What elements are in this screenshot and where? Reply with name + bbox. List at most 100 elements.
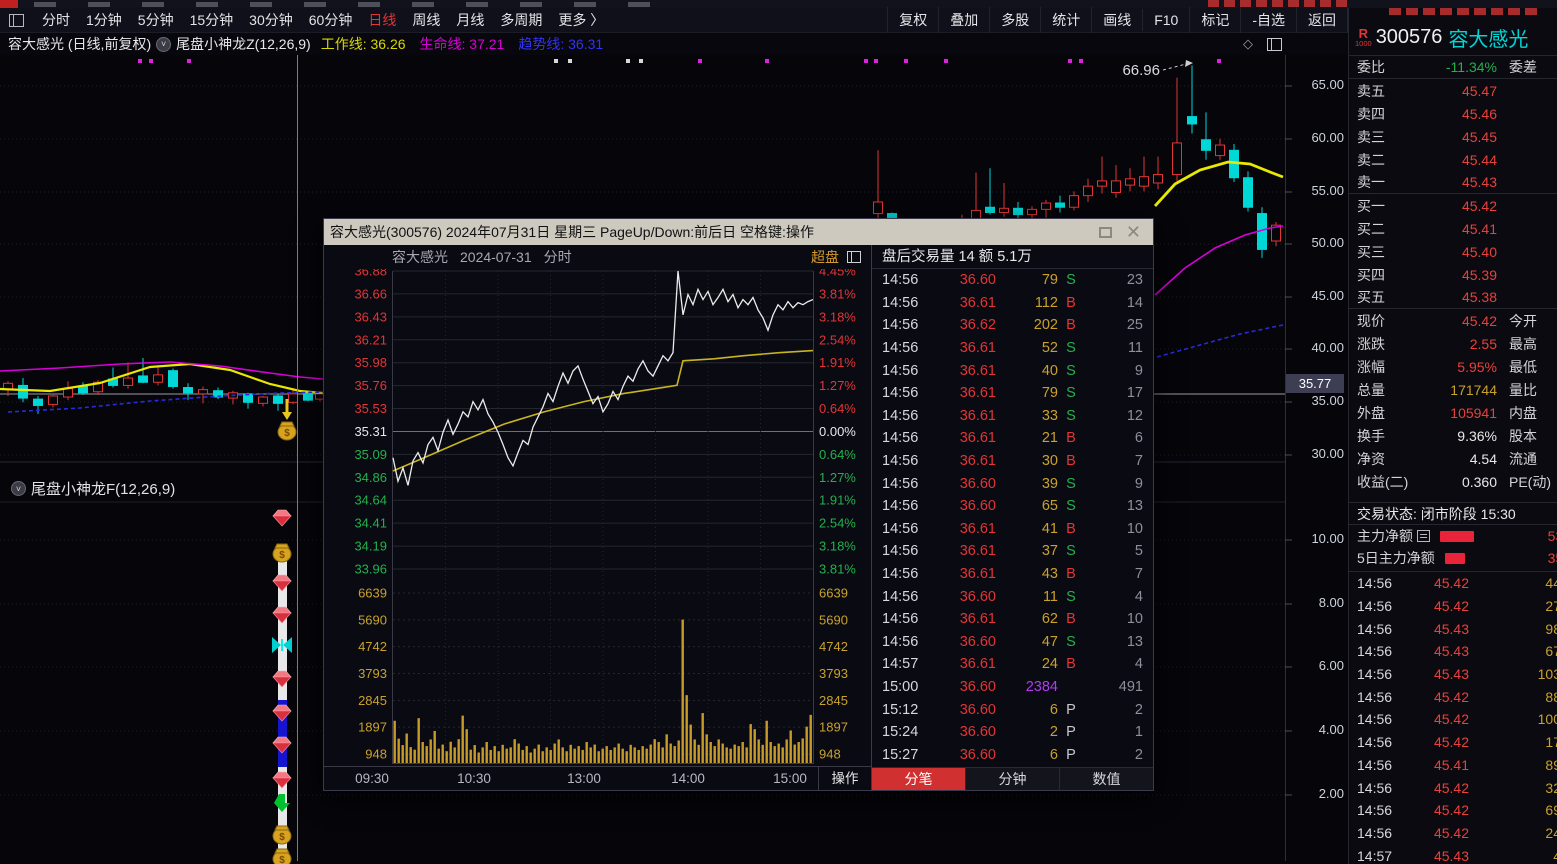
sidebar-tick-row[interactable]: 14:57 45.434 [1349, 844, 1557, 864]
period-tab-15分钟[interactable]: 15分钟 [189, 12, 234, 28]
sidebar-tick-row[interactable]: 14:56 45.43 103 [1349, 663, 1557, 686]
sidebar-tick-row[interactable]: 14:56 45.42 32 [1349, 776, 1557, 799]
tool-button-叠加[interactable]: 叠加 [938, 7, 989, 33]
tick-table-row[interactable]: 14:56 36.60 79 S 23 [872, 269, 1153, 292]
tool-button-画线[interactable]: 画线 [1091, 7, 1142, 33]
tab-分钟[interactable]: 分钟 [965, 768, 1059, 790]
tick-table-row[interactable]: 14:56 36.60 39 S 9 [872, 472, 1153, 495]
tab-分笔[interactable]: 分笔 [872, 768, 965, 790]
layout-icon[interactable] [9, 13, 24, 27]
period-tab-30分钟[interactable]: 30分钟 [249, 12, 293, 28]
period-tab-60分钟[interactable]: 60分钟 [308, 12, 353, 28]
tick-table-row[interactable]: 14:56 36.61 41 B 10 [872, 518, 1153, 541]
list-icon[interactable] [1417, 530, 1430, 542]
sidebar-tick-row[interactable]: 14:56 45.43 67 [1349, 640, 1557, 663]
split-view-icon[interactable] [1267, 37, 1282, 51]
tick-price: 36.60 [959, 701, 996, 718]
split-view-icon[interactable] [847, 251, 861, 263]
tick-table-row[interactable]: 14:56 36.61 112 B 14 [872, 292, 1153, 315]
svg-text:2.54%: 2.54% [819, 332, 856, 347]
tick-table-row[interactable]: 14:56 36.61 33 S 12 [872, 405, 1153, 428]
period-tab-周线[interactable]: 周线 [412, 12, 441, 28]
tool-button--自选[interactable]: -自选 [1240, 7, 1296, 33]
tick-direction-flag: S [1066, 543, 1076, 560]
axis-tick-2.00: 2.00 [1318, 786, 1344, 801]
ask-label: 卖五 [1357, 82, 1385, 99]
diamond-icon[interactable]: ◇ [1243, 36, 1253, 51]
tool-button-统计[interactable]: 统计 [1040, 7, 1091, 33]
intraday-canvas[interactable]: 36.88 36.66 36.43 36.21 35.98 35.76 35.53 35.31… [324, 264, 872, 790]
tick-table-row[interactable]: 14:56 36.60 65 S 13 [872, 495, 1153, 518]
tool-button-F10[interactable]: F10 [1142, 9, 1189, 31]
tick-table-row[interactable]: 15:00 36.60 2384 491 [872, 676, 1153, 699]
tick-time: 14:56 [882, 407, 919, 424]
tick-time: 15:27 [882, 746, 919, 763]
period-toolbar: 分时 1分钟 5分钟 15分钟 30分钟 60分钟 日线 周线 月线 多周期 更多 〉 复权 叠加 多股… [0, 7, 1348, 33]
tick-table-row[interactable]: 14:57 36.61 24 B 4 [872, 653, 1153, 676]
promo-text-clipped [1208, 0, 1348, 7]
tick-time: 14:57 [882, 656, 919, 673]
tick-time: 14:57 [1357, 847, 1393, 864]
period-tab-更多 〉[interactable]: 更多 〉 [558, 12, 605, 28]
stock-name[interactable]: 容大感光 [1448, 29, 1529, 51]
tick-direction-flag: B [1066, 317, 1076, 334]
popup-titlebar[interactable]: 容大感光(300576) 2024年07月31日 星期三 PageUp/Down… [324, 219, 1153, 245]
svg-text:3.18%: 3.18% [819, 309, 856, 324]
tick-table-row[interactable]: 14:56 36.61 43 B 7 [872, 563, 1153, 586]
tick-table-row[interactable]: 15:24 36.60 2 P 1 [872, 721, 1153, 744]
period-tab-1分钟[interactable]: 1分钟 [86, 12, 122, 28]
tick-direction-flag: P [1066, 701, 1076, 718]
sidebar-tick-list[interactable]: 14:5645.424414:5645.422714:5645.439814:5… [1349, 571, 1557, 864]
action-button[interactable]: 操作 [832, 771, 859, 786]
sidebar-tick-row[interactable]: 14:56 45.42 88 [1349, 685, 1557, 708]
tick-table-row[interactable]: 14:56 36.61 37 S 5 [872, 540, 1153, 563]
tick-table-row[interactable]: 14:56 36.60 47 S 13 [872, 631, 1153, 654]
period-tab-日线[interactable]: 日线 [368, 12, 397, 28]
tick-table-row[interactable]: 14:56 36.61 79 S 17 [872, 382, 1153, 405]
period-tab-多周期[interactable]: 多周期 [500, 12, 543, 28]
sidebar-tick-row[interactable]: 14:56 45.42 27 [1349, 595, 1557, 618]
tick-table-row[interactable]: 14:56 36.61 62 B 10 [872, 608, 1153, 631]
sidebar-tick-row[interactable]: 14:56 45.43 98 [1349, 617, 1557, 640]
svg-text:6639: 6639 [358, 586, 387, 601]
tick-table-row[interactable]: 14:56 36.61 40 S 9 [872, 359, 1153, 382]
chevron-down-icon[interactable]: ˅ [11, 481, 26, 496]
svg-text:948: 948 [365, 747, 387, 762]
tab-数值[interactable]: 数值 [1059, 768, 1153, 790]
chevron-down-icon[interactable]: ˅ [156, 36, 172, 52]
tick-table-row[interactable]: 14:56 36.61 21 B 6 [872, 427, 1153, 450]
sidebar-tick-row[interactable]: 14:56 45.41 89 [1349, 754, 1557, 777]
tick-table-row[interactable]: 15:27 36.60 6 P 2 [872, 743, 1153, 766]
tool-button-标记[interactable]: 标记 [1189, 7, 1240, 33]
popup-title: 容大感光(300576) 2024年07月31日 星期三 PageUp/Down… [330, 224, 814, 240]
tool-button-返回[interactable]: 返回 [1296, 7, 1348, 33]
svg-text:3.81%: 3.81% [819, 562, 856, 577]
tick-table-row[interactable]: 14:56 36.61 52 S 11 [872, 337, 1153, 360]
period-tab-月线[interactable]: 月线 [456, 12, 485, 28]
tick-direction-flag: S [1066, 272, 1076, 289]
tick-price: 36.60 [959, 475, 996, 492]
tool-button-复权[interactable]: 复权 [887, 7, 938, 33]
tick-table-row[interactable]: 14:56 36.62 202 B 25 [872, 314, 1153, 337]
tool-button-多股[interactable]: 多股 [989, 7, 1040, 33]
sidebar-tick-row[interactable]: 14:56 45.42 100 [1349, 708, 1557, 731]
tick-volume: 89 [1545, 756, 1557, 773]
super-board-badge[interactable]: 超盘 [811, 249, 839, 265]
sidebar-tick-row[interactable]: 14:56 45.42 44 [1349, 572, 1557, 595]
period-tab-5分钟[interactable]: 5分钟 [137, 12, 174, 28]
svg-text:09:30: 09:30 [355, 771, 389, 786]
sidebar-tick-row[interactable]: 14:56 45.42 17 [1349, 731, 1557, 754]
tick-table-row[interactable]: 15:12 36.60 6 P 2 [872, 698, 1153, 721]
sidebar-tick-row[interactable]: 14:56 45.42 24 [1349, 822, 1557, 845]
period-tab-分时[interactable]: 分时 [42, 12, 70, 28]
stat-label: 外盘 [1357, 404, 1385, 421]
tick-table-row[interactable]: 14:56 36.61 30 B 7 [872, 450, 1153, 473]
close-icon[interactable]: ✕ [1125, 221, 1141, 242]
tick-time: 14:56 [1357, 598, 1393, 615]
tick-volume: 2 [1049, 724, 1058, 741]
intraday-chart-panel[interactable]: 容大感光 2024-07-31 分时 超盘 36.88 36.66 36.43 36.… [324, 245, 872, 790]
maximize-icon[interactable] [1098, 226, 1112, 238]
stat-row: 外盘 105941 内盘 [1349, 401, 1557, 424]
sidebar-tick-row[interactable]: 14:56 45.42 69 [1349, 799, 1557, 822]
tick-table-row[interactable]: 14:56 36.60 11 S 4 [872, 585, 1153, 608]
